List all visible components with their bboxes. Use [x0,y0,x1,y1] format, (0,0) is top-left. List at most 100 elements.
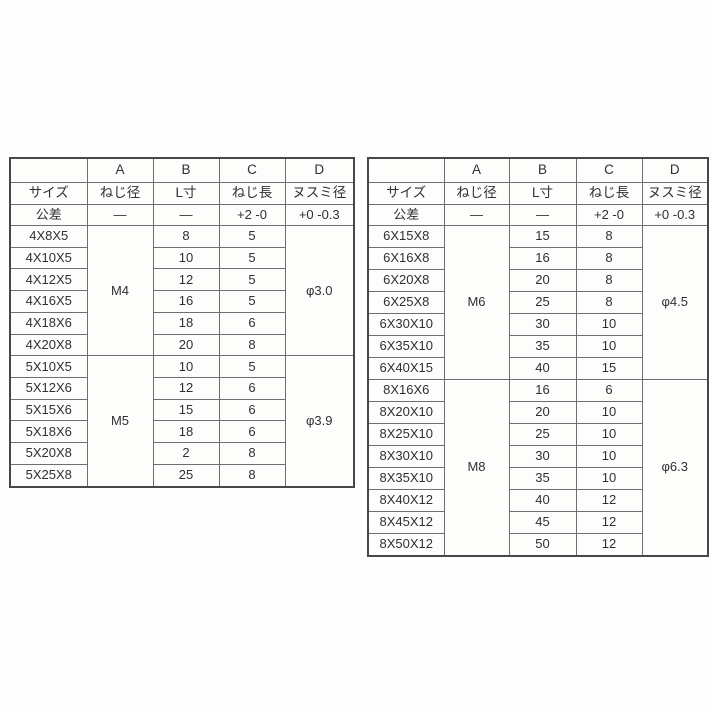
tolerance-label-cell: 公差 [367,204,445,226]
table-row: 8X50X12 50 12 [367,532,708,557]
table-row: 4X18X6 18 6 [9,311,354,335]
table-row: 6X25X8 25 8 [367,290,708,314]
col-name-cell: ヌスミ径 [641,182,709,205]
col-name-cell: ねじ長 [575,182,643,205]
length-cell: 20 [508,400,577,424]
length-cell: 18 [152,311,220,335]
table-row: 5X20X8 2 8 [9,442,354,465]
table-row: 4X20X8 20 8 [9,333,354,357]
size-cell: 6X35X10 [367,334,445,358]
thread-length-cell: 6 [575,378,643,402]
size-cell: 5X25X8 [9,463,88,488]
table-row: 6X15X8 M6 15 8 φ4.5 [367,225,709,380]
length-cell: 30 [508,312,577,336]
table-row: 5X12X6 12 6 [9,377,354,400]
thread-length-cell: 5 [218,225,286,248]
length-cell: 16 [508,378,577,402]
length-cell: 15 [508,225,577,248]
length-cell: 20 [152,333,220,357]
table-row: 5X18X6 18 6 [9,420,354,444]
size-cell: 6X20X8 [367,268,445,292]
size-cell: 6X40X15 [367,356,445,380]
table-row: 5X25X8 25 8 [9,463,354,488]
table-row: 8X35X10 35 10 [367,466,708,490]
relief-diameter-cell: φ6.3 [641,378,709,557]
thread-length-cell: 8 [575,225,643,248]
table-row: 5X10X5 M5 10 5 φ3.9 [9,355,355,488]
col-letter-cell: A [443,157,510,183]
thread-diameter-cell: M4 [86,224,154,357]
size-cell: 8X25X10 [367,422,445,446]
col-letter-cell: C [575,157,643,183]
tolerance-label-cell: 公差 [9,204,88,226]
length-cell: 15 [152,398,220,422]
col-letter-cell: A [86,157,154,183]
tolerance-value-cell: +0 -0.3 [641,204,709,226]
size-cell: 8X35X10 [367,466,445,490]
length-cell: 10 [152,355,220,379]
thread-length-cell: 10 [575,400,643,424]
size-cell: 6X15X8 [367,225,445,248]
spec-table-m6-m8-container: A B C D サイズ ねじ径 L寸 ねじ長 ヌスミ径 公差 — — +2 -0 +0 -0.3 6X15X… [367,157,709,557]
thread-length-cell: 12 [575,488,643,512]
thread-length-cell: 10 [575,422,643,446]
size-cell: 8X30X10 [367,444,445,468]
size-cell: 5X15X6 [9,398,88,422]
col-letter-cell: B [152,157,220,183]
thread-length-cell: 10 [575,312,643,336]
length-cell: 8 [152,225,220,248]
length-cell: 16 [508,246,577,270]
corner-cell [367,157,445,183]
col-letter-cell: D [641,157,709,183]
thread-length-cell: 6 [218,398,286,422]
size-cell: 6X16X8 [367,246,445,270]
tolerance-value-cell: +2 -0 [575,204,643,226]
size-cell: 4X20X8 [9,333,88,357]
tolerance-value-cell: — [86,204,154,226]
relief-diameter-cell: φ4.5 [641,225,709,380]
thread-length-cell: 10 [575,334,643,358]
col-name-cell: ヌスミ径 [284,182,355,205]
size-cell: 4X16X5 [9,290,88,313]
spec-table-left: A B C D サイズ ねじ径 L寸 ねじ長 ヌスミ径 公差 — — +2 -0 +0 -0.3 4X8X5… [9,157,355,488]
thread-diameter-cell: M6 [443,225,510,380]
corner-cell [9,157,88,183]
thread-length-cell: 5 [218,290,286,313]
length-cell: 12 [152,268,220,292]
col-name-cell: サイズ [367,182,445,205]
spec-table-right: A B C D サイズ ねじ径 L寸 ねじ長 ヌスミ径 公差 — — +2 -0 +0 -0.3 6X15X… [367,157,709,557]
length-cell: 35 [508,334,577,358]
table-row: 6X40X15 40 15 [367,356,708,380]
col-name-cell: L寸 [508,182,577,205]
length-cell: 18 [152,420,220,444]
table-row: 4X10X5 10 5 [9,246,354,270]
tolerance-value-cell: — [443,204,510,226]
size-cell: 5X20X8 [9,442,88,465]
thread-length-cell: 6 [218,311,286,335]
size-cell: 8X45X12 [367,510,445,534]
length-cell: 40 [508,488,577,512]
length-cell: 2 [152,442,220,465]
col-letter-cell: B [508,157,577,183]
length-cell: 10 [152,246,220,270]
table-row: 4X8X5 M4 8 5 φ3.0 [9,224,355,357]
table-row: 8X40X12 40 12 [367,488,708,512]
length-cell: 25 [152,463,220,488]
col-letter-cell: D [284,157,355,183]
thread-length-cell: 15 [575,356,643,380]
size-cell: 5X12X6 [9,377,88,400]
tolerance-value-cell: +0 -0.3 [284,204,355,226]
size-cell: 8X40X12 [367,488,445,512]
table-row: 5X15X6 15 6 [9,398,354,422]
thread-diameter-cell: M8 [443,378,510,557]
thread-length-cell: 8 [575,290,643,314]
thread-length-cell: 5 [218,268,286,292]
thread-length-cell: 8 [575,268,643,292]
size-cell: 4X18X6 [9,311,88,335]
length-cell: 16 [152,290,220,313]
thread-length-cell: 6 [218,420,286,444]
table-row: 4X16X5 16 5 [9,290,354,313]
length-cell: 20 [508,268,577,292]
thread-length-cell: 10 [575,444,643,468]
length-cell: 25 [508,422,577,446]
